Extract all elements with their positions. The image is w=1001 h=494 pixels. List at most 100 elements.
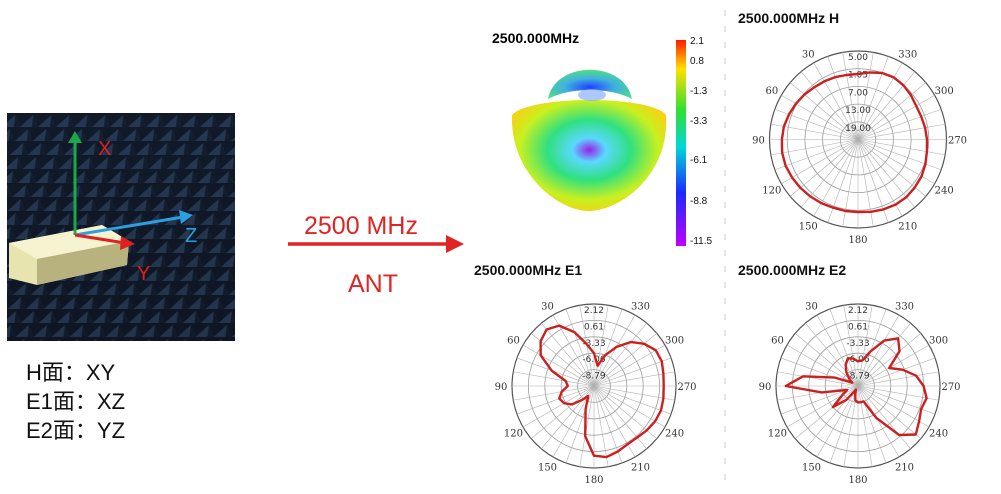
grid-spoke — [857, 82, 926, 140]
angle-tick-label: 120 — [768, 429, 787, 440]
grid-spoke — [593, 308, 623, 387]
angle-tick-label: 240 — [665, 429, 684, 440]
grid-spoke — [857, 139, 942, 171]
test-setup-photo: X Z Y — [7, 113, 235, 341]
grid-spoke — [541, 322, 595, 387]
angle-tick-label: 150 — [802, 463, 821, 474]
grid-spoke — [800, 71, 859, 140]
grid-spoke — [842, 52, 859, 140]
grid-spoke — [593, 314, 636, 387]
angle-tick-label: 90 — [495, 382, 508, 393]
grid-spoke — [857, 385, 887, 464]
grid-spoke — [857, 56, 889, 140]
antenna-label: ANT — [348, 270, 398, 298]
colorbar-label-2: 0.8 — [690, 56, 704, 67]
grid-spoke — [857, 385, 939, 401]
grid-spoke — [790, 82, 859, 140]
angle-tick-label: 30 — [805, 301, 818, 312]
grid-spoke — [816, 385, 859, 458]
grid-spoke — [513, 371, 595, 387]
grid-spoke — [786, 385, 859, 428]
polar-plot-h: 5.00 1.05 7.00 13.00 19.00 30 330 60 300 90 270 120… — [752, 49, 967, 246]
grid-spoke — [857, 139, 916, 208]
grid-spoke — [593, 385, 609, 467]
angle-tick-label: 330 — [898, 49, 917, 60]
radial-tick-label: -6.06 — [582, 355, 606, 365]
grid-spoke — [522, 344, 595, 387]
pattern-curve — [784, 337, 928, 437]
grid-spoke — [857, 308, 887, 387]
anechoic-chamber-illustration — [7, 113, 235, 341]
colorbar-label-4: -3.3 — [690, 116, 708, 127]
colorbar-label-5: -6.1 — [690, 155, 708, 166]
axis-z-label: Z — [185, 225, 198, 247]
grid-spoke — [805, 322, 859, 387]
grid-spoke — [786, 344, 859, 387]
radial-tick-label: -3.33 — [846, 339, 869, 349]
grid-spoke — [774, 139, 859, 171]
angle-tick-label: 150 — [538, 463, 557, 474]
radial-tick-label: 5.00 — [848, 53, 868, 63]
grid-spoke — [790, 139, 859, 197]
grid-spoke — [857, 305, 873, 387]
grid-spoke — [593, 385, 623, 464]
radial-tick-label: 7.00 — [848, 88, 868, 98]
plane-e1: E1面：XZ — [26, 389, 126, 414]
plane-legend: H面：XY E1面：XZ E2面：YZ — [26, 358, 125, 445]
grid-spoke — [857, 139, 903, 217]
angle-tick-label: 90 — [752, 136, 765, 147]
right-arrow — [288, 235, 464, 253]
grid-spoke — [857, 322, 911, 387]
angle-tick-label: 180 — [848, 475, 867, 486]
polar-e2-title: 2500.000MHz E2 — [738, 262, 847, 278]
grid-spoke — [794, 385, 859, 439]
grid-spoke — [857, 62, 903, 140]
angle-tick-label: 180 — [584, 475, 603, 486]
angle-tick-label: 240 — [935, 185, 954, 196]
pattern-curve — [539, 324, 665, 459]
angle-tick-label: 210 — [898, 222, 917, 233]
grid-spoke — [857, 357, 936, 387]
axis-x-label: X — [98, 138, 112, 160]
grid-spoke — [593, 322, 647, 387]
grid-spoke — [857, 371, 939, 387]
grid-spoke — [770, 139, 859, 156]
radial-tick-label: 2.12 — [848, 306, 868, 316]
angle-tick-label: 210 — [631, 463, 650, 474]
grid-spoke — [777, 385, 859, 401]
grid-spoke — [827, 56, 859, 140]
angle-tick-label: 270 — [677, 382, 696, 393]
grid-spoke — [857, 314, 900, 387]
grid-spoke — [565, 308, 595, 387]
angle-tick-label: 30 — [802, 49, 815, 60]
radial-tick-label: 1.05 — [848, 71, 868, 81]
grid-spoke — [857, 71, 916, 140]
polar-plot-e1: 2.12 0.61 -3.33 -6.06 -8.79 30 330 60 300 90 270 12… — [495, 301, 697, 486]
radial-tick-label: -3.33 — [582, 339, 605, 349]
grid-spoke — [829, 385, 859, 464]
grid-spoke — [593, 385, 675, 401]
grid-spoke — [813, 62, 859, 140]
angle-tick-label: 60 — [771, 336, 784, 347]
angle-tick-label: 270 — [948, 136, 967, 147]
angle-tick-label: 60 — [765, 86, 778, 97]
plane-e2: E2面：YZ — [26, 418, 126, 443]
grid-spoke — [816, 314, 859, 387]
grid-spoke — [593, 344, 666, 387]
angle-tick-label: 300 — [935, 86, 954, 97]
grid-spoke — [857, 385, 873, 467]
angle-tick-label: 30 — [541, 301, 554, 312]
grid-spoke — [593, 371, 675, 387]
grid-spoke — [857, 108, 942, 140]
angle-tick-label: 210 — [895, 463, 914, 474]
angle-tick-label: 240 — [929, 429, 948, 440]
grid-spoke — [593, 385, 666, 428]
grid-spoke — [541, 385, 595, 450]
radial-tick-label: 13.00 — [845, 106, 871, 116]
polar-h-title: 2500.000MHz H — [738, 10, 840, 26]
grid-spoke — [843, 305, 859, 387]
pattern-curve — [780, 71, 929, 214]
frequency-label: 2500 MHz — [304, 212, 418, 240]
grid-spoke — [857, 94, 935, 140]
grid-spoke — [857, 52, 874, 140]
